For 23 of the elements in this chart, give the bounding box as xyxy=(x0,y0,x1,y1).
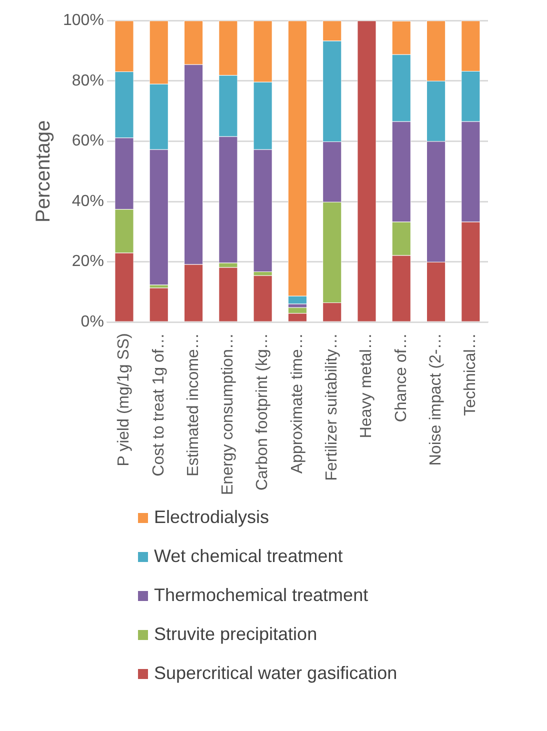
y-tick-label: 60% xyxy=(72,132,104,150)
x-tick-label: Carbon footprint (kg… xyxy=(254,333,272,491)
y-tick-label: 0% xyxy=(80,314,104,331)
y-tick-label: 40% xyxy=(72,192,104,210)
legend-label: Wet chemical treatment xyxy=(154,546,343,567)
x-tick-label: Cost to treat 1g of… xyxy=(150,333,168,476)
x-tick-label: Energy consumption… xyxy=(220,333,237,495)
legend-label: Thermochemical treatment xyxy=(154,585,368,606)
legend-label: Struvite precipitation xyxy=(154,624,318,645)
y-tick-label: 100% xyxy=(63,12,104,30)
x-tick-label: Chance of… xyxy=(392,333,410,422)
y-tick-label: 80% xyxy=(72,72,104,90)
x-tick-label: Noise impact (2-… xyxy=(427,333,444,466)
legend-label: Electrodialysis xyxy=(154,507,270,528)
x-tick-label: Approximate time… xyxy=(288,333,306,474)
x-tick-label: Technical… xyxy=(462,333,480,416)
x-tick-label: Estimated income… xyxy=(184,333,202,476)
x-tick-label: P yield (mg/1g SS) xyxy=(116,333,133,466)
legend-label: Supercritical water gasification xyxy=(154,663,398,684)
x-tick-label: Fertilizer suitability… xyxy=(324,333,341,481)
y-axis-title: Percentage xyxy=(32,120,55,223)
y-tick-label: 20% xyxy=(72,253,104,270)
x-tick-label: Heavy metal… xyxy=(358,333,376,438)
